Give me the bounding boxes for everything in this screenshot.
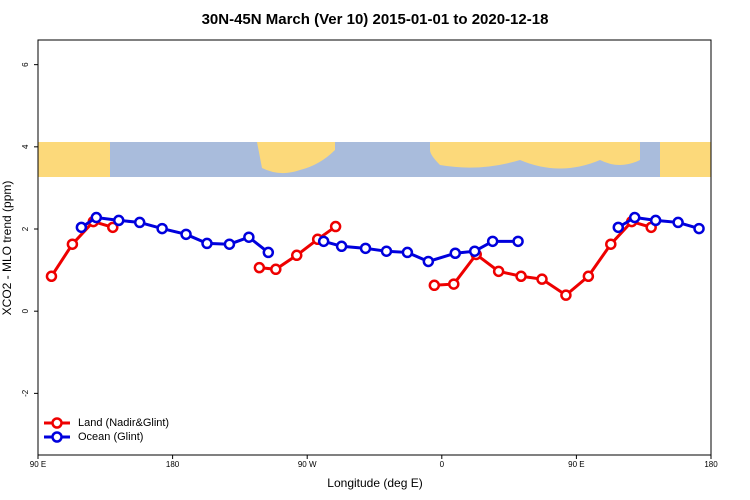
point <box>560 289 572 301</box>
x-tick-label: 0 <box>440 460 445 469</box>
x-tick-label: 90 E <box>30 460 46 469</box>
point <box>243 231 255 243</box>
point <box>536 273 548 285</box>
point <box>317 235 330 248</box>
point <box>223 238 236 250</box>
legend-label: Land (Nadir&Glint) <box>78 417 169 429</box>
point <box>401 246 414 259</box>
x-tick-label: 90 W <box>298 460 317 469</box>
point <box>380 245 393 257</box>
y-axis-label: XCO2 - MLO trend (ppm) <box>0 181 14 316</box>
series-line <box>50 219 652 298</box>
point <box>486 235 499 248</box>
point <box>290 249 303 262</box>
point <box>45 270 58 283</box>
point <box>693 222 705 235</box>
legend-marker <box>51 417 63 429</box>
point <box>582 270 595 283</box>
x-axis-label: Longitude (deg E) <box>327 476 422 490</box>
point <box>428 279 441 292</box>
point <box>628 211 641 224</box>
y-tick-label: 0 <box>21 308 30 313</box>
point <box>253 261 266 274</box>
point <box>448 278 460 290</box>
point <box>329 220 342 233</box>
point <box>66 238 79 250</box>
x-tick-label: 180 <box>704 460 718 469</box>
point <box>90 211 103 224</box>
point <box>75 221 88 234</box>
point <box>113 214 125 227</box>
legend-marker <box>51 431 63 443</box>
point <box>515 270 527 283</box>
point <box>270 263 282 276</box>
point <box>649 214 662 227</box>
point <box>201 237 213 250</box>
point <box>180 228 192 241</box>
point <box>492 265 505 278</box>
y-tick-label: 6 <box>21 62 30 67</box>
point <box>262 246 275 259</box>
point <box>468 245 481 257</box>
point <box>335 240 348 253</box>
point <box>133 216 146 229</box>
chart-title: 30N-45N March (Ver 10) 2015-01-01 to 202… <box>202 11 549 28</box>
point <box>605 238 617 250</box>
point <box>422 255 435 268</box>
map-strip <box>38 142 711 177</box>
point <box>449 247 462 260</box>
legend-label: Ocean (Glint) <box>78 431 143 443</box>
point <box>512 235 524 248</box>
point <box>107 221 119 234</box>
point <box>156 222 168 235</box>
point <box>612 221 625 234</box>
x-tick-label: 90 E <box>568 460 584 469</box>
x-tick-label: 180 <box>166 460 180 469</box>
y-tick-label: -2 <box>21 389 30 397</box>
point <box>672 216 684 229</box>
plot-frame <box>37 39 712 456</box>
point <box>359 242 372 255</box>
y-tick-label: 2 <box>21 226 30 231</box>
y-tick-label: 4 <box>21 144 30 149</box>
